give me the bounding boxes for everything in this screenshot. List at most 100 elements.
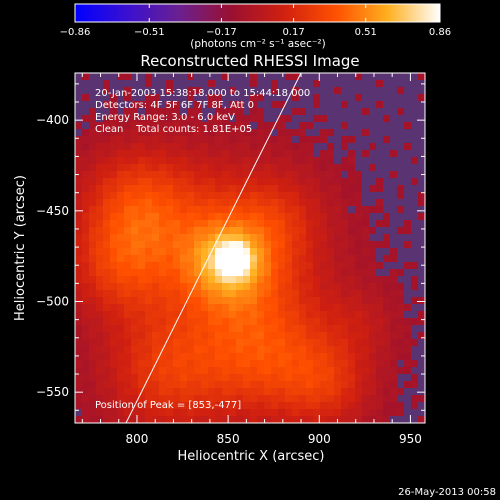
heatmap-cell bbox=[306, 388, 314, 396]
heatmap-cell bbox=[362, 360, 370, 368]
heatmap-cell bbox=[236, 115, 244, 123]
heatmap-cell bbox=[173, 388, 181, 396]
heatmap-cell bbox=[313, 192, 321, 200]
heatmap-cell bbox=[278, 80, 286, 88]
heatmap-cell bbox=[334, 276, 342, 284]
heatmap-cell bbox=[369, 416, 377, 423]
heatmap-cell bbox=[236, 220, 244, 228]
heatmap-cell bbox=[362, 290, 370, 298]
heatmap-cell bbox=[404, 164, 412, 172]
heatmap-cell bbox=[96, 129, 104, 137]
heatmap-cell bbox=[341, 346, 349, 354]
heatmap-cell bbox=[180, 136, 188, 144]
heatmap-cell bbox=[278, 150, 286, 158]
heatmap-cell bbox=[327, 402, 335, 410]
heatmap-cell bbox=[369, 220, 377, 228]
heatmap-cell bbox=[138, 136, 146, 144]
heatmap-cell bbox=[138, 297, 146, 305]
heatmap-cell bbox=[320, 129, 328, 137]
heatmap-cell bbox=[236, 381, 244, 389]
heatmap-cell bbox=[257, 318, 265, 326]
heatmap-cell bbox=[75, 150, 83, 158]
heatmap-cell bbox=[390, 339, 398, 347]
heatmap-cell bbox=[180, 269, 188, 277]
heatmap-cell bbox=[145, 353, 153, 361]
heatmap-cell bbox=[383, 164, 391, 172]
heatmap-cell bbox=[418, 290, 425, 298]
heatmap-cell bbox=[103, 339, 111, 347]
heatmap-cell bbox=[278, 416, 286, 423]
heatmap-cell bbox=[264, 108, 272, 116]
heatmap-cell bbox=[222, 297, 230, 305]
heatmap-cell bbox=[208, 227, 216, 235]
heatmap-cell bbox=[257, 115, 265, 123]
heatmap-cell bbox=[271, 185, 279, 193]
heatmap-cell bbox=[180, 227, 188, 235]
heatmap-cell bbox=[187, 262, 195, 270]
heatmap-cell bbox=[278, 367, 286, 375]
heatmap-cell bbox=[369, 346, 377, 354]
heatmap-cell bbox=[138, 311, 146, 319]
heatmap-cell bbox=[299, 290, 307, 298]
heatmap-cell bbox=[397, 234, 405, 242]
heatmap-cell bbox=[292, 227, 300, 235]
heatmap-cell bbox=[166, 304, 174, 312]
heatmap-cell bbox=[180, 150, 188, 158]
heatmap-cell bbox=[103, 87, 111, 95]
heatmap-cell bbox=[264, 381, 272, 389]
heatmap-cell bbox=[257, 234, 265, 242]
heatmap-cell bbox=[222, 143, 230, 151]
heatmap-cell bbox=[376, 395, 384, 403]
heatmap-cell bbox=[173, 80, 181, 88]
heatmap-cell bbox=[369, 318, 377, 326]
heatmap-cell bbox=[390, 353, 398, 361]
heatmap-cell bbox=[208, 304, 216, 312]
heatmap-cell bbox=[362, 185, 370, 193]
heatmap-cell bbox=[334, 115, 342, 123]
heatmap-cell bbox=[96, 269, 104, 277]
heatmap-cell bbox=[341, 276, 349, 284]
heatmap-cell bbox=[103, 150, 111, 158]
heatmap-cell bbox=[201, 178, 209, 186]
heatmap-cell bbox=[341, 241, 349, 249]
heatmap-cell bbox=[411, 402, 419, 410]
heatmap-cell bbox=[243, 101, 251, 109]
heatmap-cell bbox=[96, 311, 104, 319]
y-axis-label: Heliocentric Y (arcsec) bbox=[13, 175, 28, 321]
heatmap-cell bbox=[397, 290, 405, 298]
heatmap-cell bbox=[180, 416, 188, 423]
heatmap-cell bbox=[390, 143, 398, 151]
heatmap-cell bbox=[131, 80, 139, 88]
heatmap-cell bbox=[250, 192, 258, 200]
heatmap-cell bbox=[257, 339, 265, 347]
heatmap-cell bbox=[306, 220, 314, 228]
heatmap-cell bbox=[383, 178, 391, 186]
heatmap-cell bbox=[285, 297, 293, 305]
heatmap-cell bbox=[89, 129, 97, 137]
heatmap-cell bbox=[236, 297, 244, 305]
heatmap-cell bbox=[173, 108, 181, 116]
heatmap-cell bbox=[166, 80, 174, 88]
heatmap-cell bbox=[369, 213, 377, 221]
heatmap-cell bbox=[222, 122, 230, 130]
heatmap-cell bbox=[187, 276, 195, 284]
heatmap-cell bbox=[124, 164, 132, 172]
heatmap-cell bbox=[334, 262, 342, 270]
heatmap-cell bbox=[397, 115, 405, 123]
heatmap-cell bbox=[411, 185, 419, 193]
heatmap-cell bbox=[264, 171, 272, 179]
heatmap-cell bbox=[131, 381, 139, 389]
heatmap-cell bbox=[411, 297, 419, 305]
heatmap-cell bbox=[236, 388, 244, 396]
heatmap-cell bbox=[180, 283, 188, 291]
heatmap-cell bbox=[292, 220, 300, 228]
heatmap-cell bbox=[159, 304, 167, 312]
heatmap-cell bbox=[173, 199, 181, 207]
heatmap-cell bbox=[215, 248, 223, 256]
heatmap-cell bbox=[180, 402, 188, 410]
heatmap-cell bbox=[82, 353, 90, 361]
heatmap-cell bbox=[383, 311, 391, 319]
heatmap-cell bbox=[82, 178, 90, 186]
heatmap-cell bbox=[131, 290, 139, 298]
heatmap-cell bbox=[110, 227, 118, 235]
